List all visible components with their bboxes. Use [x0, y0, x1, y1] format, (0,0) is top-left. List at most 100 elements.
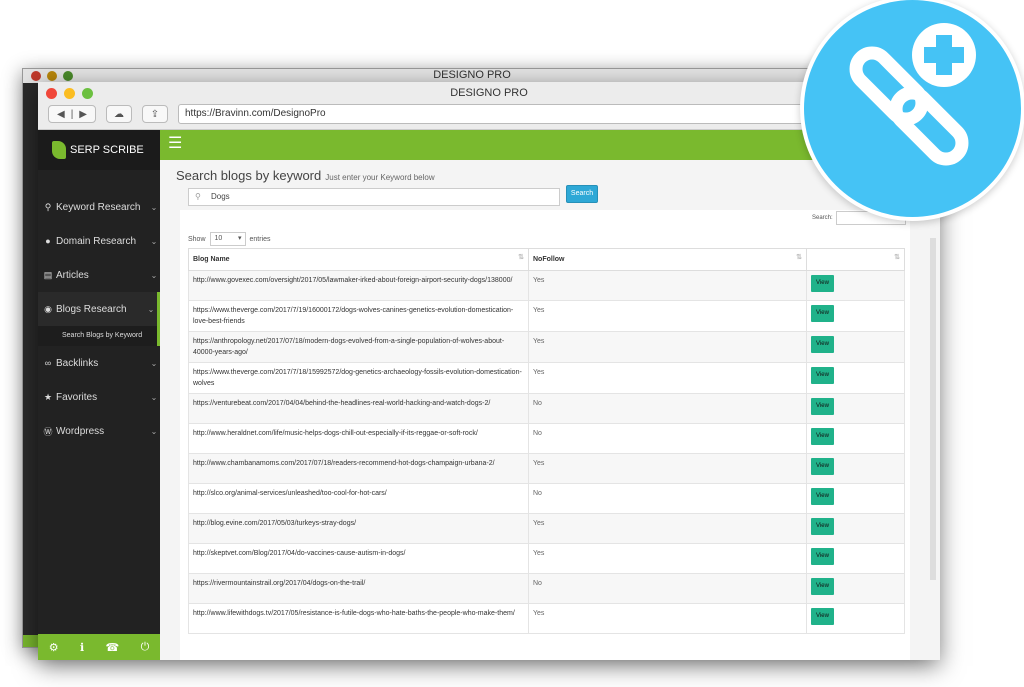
phone-icon[interactable]: ☎: [105, 641, 120, 654]
chevron-down-icon: ⌄: [150, 236, 158, 246]
blog-url-cell[interactable]: http://www.govexec.com/oversight/2017/05…: [188, 270, 529, 301]
action-cell: View: [806, 393, 905, 424]
scrollbar[interactable]: [930, 238, 936, 580]
back-icon[interactable]: ◀: [56, 108, 65, 120]
view-button[interactable]: View: [811, 398, 834, 415]
view-button[interactable]: View: [811, 608, 834, 625]
view-button[interactable]: View: [811, 305, 834, 322]
blog-url-cell[interactable]: http://skeptvet.com/Blog/2017/04/do-vacc…: [188, 543, 529, 574]
sidebar-item-label: Wordpress: [56, 425, 105, 437]
window-title: DESIGNO PRO: [450, 87, 528, 99]
brand-logo[interactable]: SERP SCRIBE: [38, 130, 160, 170]
view-button[interactable]: View: [811, 578, 834, 595]
show-label: Show: [188, 235, 206, 243]
view-button[interactable]: View: [811, 518, 834, 535]
table-row: http://www.chambanamoms.com/2017/07/18/r…: [188, 453, 905, 484]
view-button[interactable]: View: [811, 548, 834, 565]
table-row: https://www.theverge.com/2017/7/19/16000…: [188, 300, 905, 332]
view-button[interactable]: View: [811, 458, 834, 475]
chevron-down-icon: ⌄: [150, 392, 158, 402]
sidebar-item-backlinks[interactable]: ∞ Backlinks ⌄: [38, 346, 160, 380]
results-panel: Show 10 ▾ entries Search: Blog Name ⇅ NoFoll…: [180, 210, 910, 660]
sidebar-item-blogs-research[interactable]: ◉ Blogs Research ⌄: [38, 292, 160, 326]
gear-icon[interactable]: ⚙: [48, 641, 59, 654]
blog-url-cell[interactable]: https://rivermountainstrail.org/2017/04/…: [188, 573, 529, 604]
brand-name: SERP SCRIBE: [70, 144, 144, 156]
document-icon: ▤: [43, 269, 53, 280]
menu-icon[interactable]: ☰: [168, 135, 183, 152]
header-text: Blog Name: [193, 256, 230, 263]
forward-icon[interactable]: ▶: [79, 108, 87, 120]
table-row: https://anthropology.net/2017/07/18/mode…: [188, 331, 905, 363]
table-row: http://skeptvet.com/Blog/2017/04/do-vacc…: [188, 543, 905, 574]
view-button[interactable]: View: [811, 336, 834, 353]
action-cell: View: [806, 603, 905, 634]
action-cell: View: [806, 573, 905, 604]
add-link-icon: [849, 23, 976, 166]
blog-url-cell[interactable]: https://www.theverge.com/2017/7/18/15992…: [188, 362, 529, 394]
entries-label: entries: [249, 235, 271, 243]
nofollow-cell: No: [528, 573, 807, 604]
nofollow-cell: No: [528, 483, 807, 514]
search-button[interactable]: Search: [566, 185, 598, 203]
maximize-button[interactable]: [82, 88, 93, 99]
keyword-search-input[interactable]: ⚲ Dogs: [188, 188, 560, 206]
search-icon: ⚲: [44, 201, 52, 212]
sidebar-item-articles[interactable]: ▤ Articles ⌄: [38, 258, 160, 292]
table-row: http://www.heraldnet.com/life/music-help…: [188, 423, 905, 454]
view-button[interactable]: View: [811, 367, 834, 384]
sidebar-item-favorites[interactable]: ★ Favorites ⌄: [38, 380, 160, 414]
blog-url-cell[interactable]: http://blog.evine.com/2017/05/03/turkeys…: [188, 513, 529, 544]
star-icon: ★: [43, 391, 53, 402]
column-header-actions[interactable]: ⇅: [806, 248, 905, 271]
sidebar-item-wordpress[interactable]: Ⓦ Wordpress ⌄: [38, 414, 160, 448]
sidebar-item-keyword-research[interactable]: ⚲ Keyword Research ⌄: [38, 190, 160, 224]
blog-url-cell[interactable]: https://www.theverge.com/2017/7/19/16000…: [188, 300, 529, 332]
table-row: https://rivermountainstrail.org/2017/04/…: [188, 573, 905, 604]
nofollow-cell: Yes: [528, 603, 807, 634]
blog-url-cell[interactable]: http://slco.org/animal-services/unleashe…: [188, 483, 529, 514]
action-cell: View: [806, 423, 905, 454]
sidebar-item-domain-research[interactable]: ● Domain Research ⌄: [38, 224, 160, 258]
page-size-control: Show 10 ▾ entries: [188, 232, 271, 246]
link-icon: ∞: [44, 358, 52, 368]
page-title: Search blogs by keyword Just enter your K…: [176, 168, 435, 183]
close-button[interactable]: [46, 88, 57, 99]
globe-icon: ●: [45, 236, 51, 246]
blog-url-cell[interactable]: http://www.heraldnet.com/life/music-help…: [188, 423, 529, 454]
cloud-button[interactable]: ☁: [106, 105, 132, 123]
sidebar-subitem-search-blogs[interactable]: Search Blogs by Keyword: [38, 326, 160, 346]
action-cell: View: [806, 453, 905, 484]
action-cell: View: [806, 270, 905, 301]
back-forward-buttons[interactable]: ◀ | ▶: [48, 105, 96, 123]
view-button[interactable]: View: [811, 488, 834, 505]
sidebar-item-label: Blogs Research: [56, 303, 127, 315]
page-size-select[interactable]: 10 ▾: [209, 232, 246, 246]
action-cell: View: [806, 331, 905, 363]
view-button[interactable]: View: [811, 428, 834, 445]
view-button[interactable]: View: [811, 275, 834, 292]
power-icon[interactable]: ⏻: [140, 640, 150, 653]
header-text: NoFollow: [533, 256, 565, 263]
nofollow-cell: Yes: [528, 362, 807, 394]
results-table: Blog Name ⇅ NoFollow ⇅ ⇅ http://www.govexe…: [188, 248, 905, 634]
nofollow-cell: Yes: [528, 270, 807, 301]
blog-url-cell[interactable]: http://www.lifewithdogs.tv/2017/05/resis…: [188, 603, 529, 634]
browser-window: DESIGNO PRO ◀ | ▶ ☁ ⇪ https://Bravinn.com/…: [38, 82, 940, 660]
blog-url-cell[interactable]: https://anthropology.net/2017/07/18/mode…: [188, 331, 529, 363]
blog-url-cell[interactable]: https://venturebeat.com/2017/04/04/behin…: [188, 393, 529, 424]
blog-url-cell[interactable]: http://www.chambanamoms.com/2017/07/18/r…: [188, 453, 529, 484]
column-header-blog-name[interactable]: Blog Name ⇅: [188, 248, 529, 271]
sidebar-item-label: Articles: [56, 269, 89, 281]
nofollow-cell: Yes: [528, 543, 807, 574]
share-button[interactable]: ⇪: [142, 105, 168, 123]
column-header-nofollow[interactable]: NoFollow ⇅: [528, 248, 807, 271]
sidebar-item-label: Favorites: [56, 391, 98, 403]
eye-icon: ◉: [44, 303, 52, 314]
sidebar-item-label: Keyword Research: [56, 201, 141, 213]
chevron-down-icon: ⌄: [150, 426, 158, 436]
info-icon[interactable]: ℹ: [79, 641, 85, 654]
action-cell: View: [806, 300, 905, 332]
minimize-button[interactable]: [64, 88, 75, 99]
nofollow-cell: Yes: [528, 453, 807, 484]
